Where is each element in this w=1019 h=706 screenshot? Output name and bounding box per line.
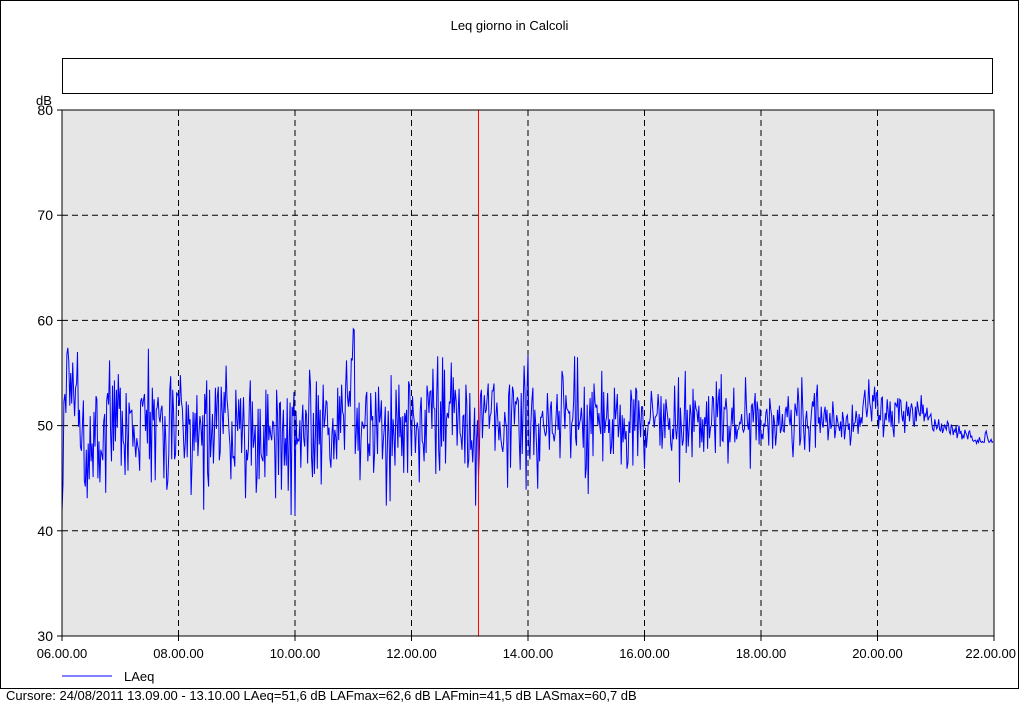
x-tick-label: 10.00.00 (270, 646, 321, 661)
legend-label-laeq: LAeq (124, 669, 154, 684)
cursor-status-bar: Cursore: 24/08/2011 13.09.00 - 13.10.00 … (6, 688, 637, 703)
x-tick-label: 16.00.00 (619, 646, 670, 661)
x-tick-label: 14.00.00 (503, 646, 554, 661)
axis-labels: 30 40 50 60 70 80 06.00.00 08.00.00 10.00.00 12.0… (37, 102, 1016, 661)
x-tick-label: 20.00.00 (852, 646, 903, 661)
chart-title: Leq giorno in Calcoli (450, 18, 569, 33)
y-tick-label: 80 (37, 102, 53, 118)
y-tick-label: 60 (37, 312, 53, 328)
x-tick-label: 06.00.00 (37, 646, 88, 661)
x-tick-label: 18.00.00 (736, 646, 787, 661)
grid-lines (62, 110, 994, 636)
x-tick-label: 08.00.00 (153, 646, 204, 661)
y-tick-label: 30 (37, 628, 53, 644)
series-line-laeq (61, 327, 994, 516)
y-tick-label: 40 (37, 523, 53, 539)
y-tick-label: 50 (37, 418, 53, 434)
plot-border (61, 109, 995, 637)
y-tick-label: 70 (37, 207, 53, 223)
x-tick-label: 12.00.00 (386, 646, 437, 661)
y-axis-title: dB (36, 93, 52, 108)
legend: LAeq (62, 669, 154, 684)
x-tick-label: 22.00.00 (965, 646, 1016, 661)
info-box (62, 58, 993, 94)
